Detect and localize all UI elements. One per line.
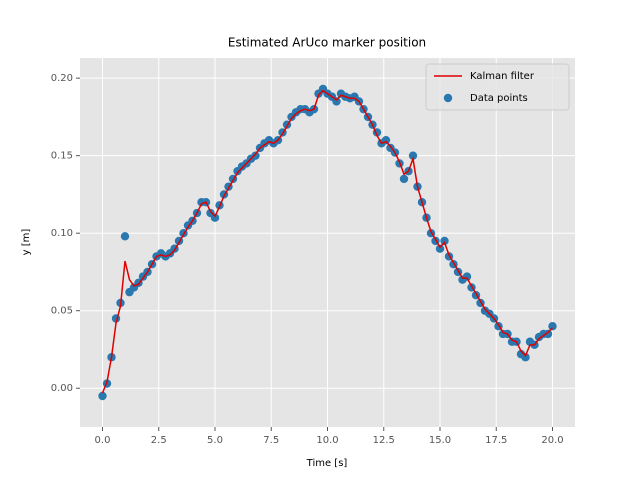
x-axis-label: Time [s] <box>306 458 348 469</box>
x-tick-label: 17.5 <box>485 435 507 446</box>
legend-label: Data points <box>470 93 528 104</box>
legend-label: Kalman filter <box>470 71 535 82</box>
data-point <box>548 322 557 331</box>
data-point <box>251 151 260 160</box>
x-tick-label: 12.5 <box>373 435 395 446</box>
x-tick-label: 5.0 <box>207 435 223 446</box>
x-tick-label: 7.5 <box>263 435 279 446</box>
line <box>101 89 554 394</box>
x-tick-label: 10.0 <box>316 435 338 446</box>
y-tick-label: 0.00 <box>51 383 73 394</box>
data-point <box>435 244 445 253</box>
chart-title: Estimated ArUco marker position <box>228 36 426 50</box>
data-point <box>543 329 553 339</box>
data-point <box>521 353 530 362</box>
y-axis-label: y [m] <box>21 229 32 256</box>
data-point <box>408 151 418 160</box>
y-tick-label: 0.15 <box>51 151 73 162</box>
data-point <box>210 213 220 222</box>
legend-swatch <box>443 93 453 103</box>
x-tick-label: 20.0 <box>541 435 563 446</box>
x-tick-label: 0.0 <box>95 435 111 446</box>
data-point <box>98 391 107 401</box>
data-point <box>440 236 449 246</box>
y-tick-label: 0.05 <box>51 306 73 317</box>
data-point <box>120 232 130 241</box>
y-tick-label: 0.20 <box>51 73 73 84</box>
x-tick-label: 15.0 <box>429 435 451 446</box>
data-point <box>399 174 409 184</box>
y-tick-label: 0.10 <box>51 228 73 239</box>
x-tick-label: 2.5 <box>151 435 167 446</box>
